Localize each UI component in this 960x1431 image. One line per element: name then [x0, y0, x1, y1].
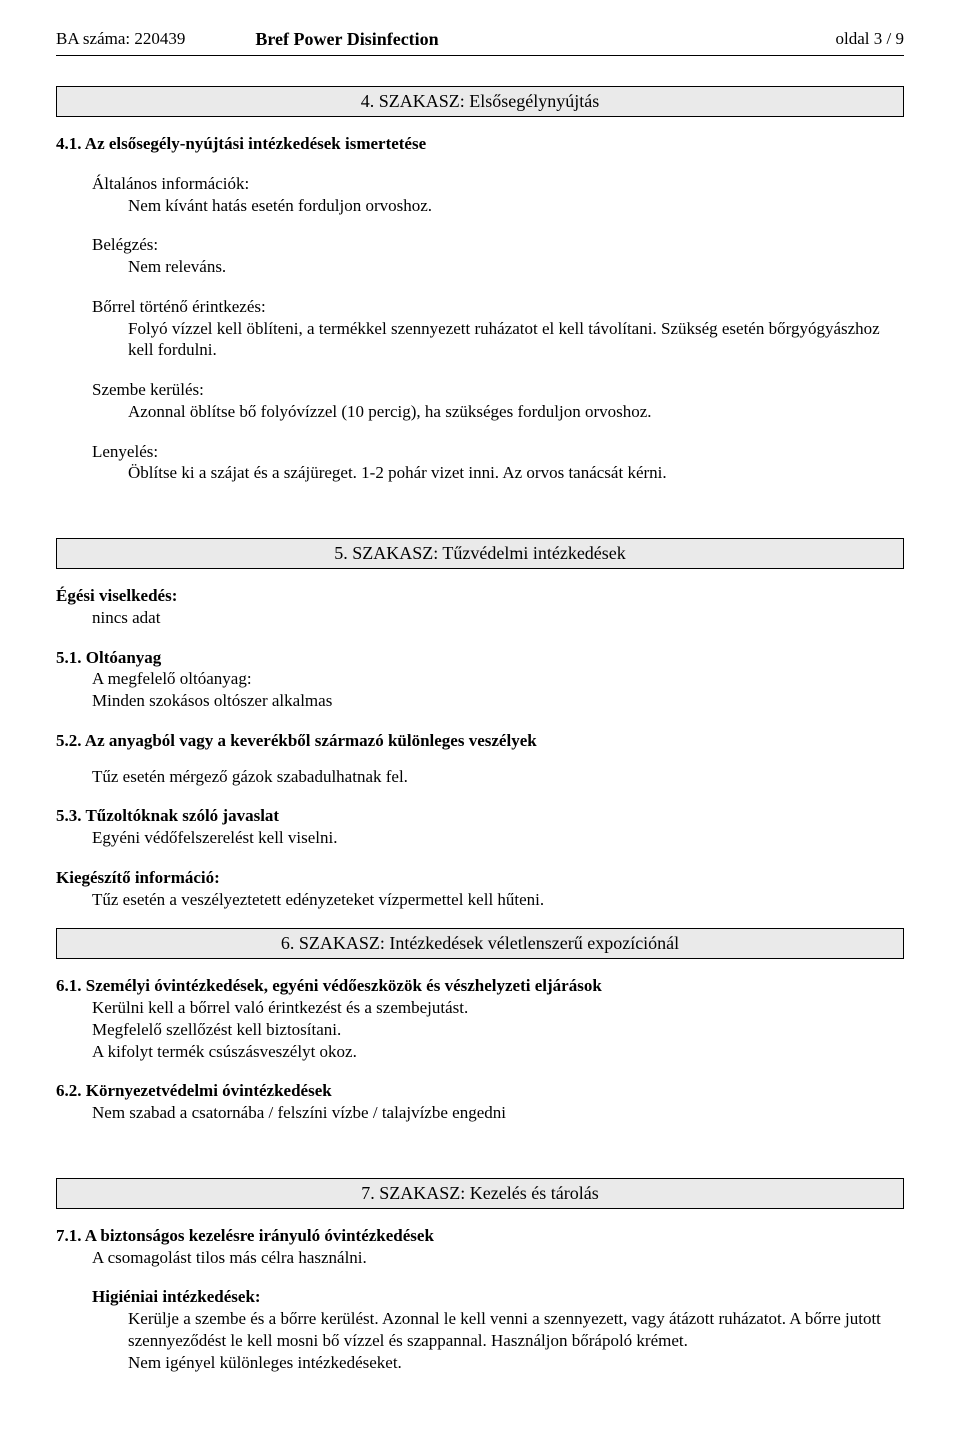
header-rule [56, 55, 904, 56]
heading-7-1: 7.1. A biztonságos kezelésre irányuló óv… [56, 1225, 904, 1247]
burn-behavior-label: Égési viselkedés: [56, 585, 904, 607]
section-6-title: 6. SZAKASZ: Intézkedések véletlenszerű e… [56, 928, 904, 959]
extinguish-sublabel: A megfelelő oltóanyag: [92, 668, 904, 690]
hygiene-label: Higiéniai intézkedések: [92, 1286, 904, 1308]
section-4-title: 4. SZAKASZ: Elsősegélynyújtás [56, 86, 904, 117]
heading-6-2: 6.2. Környezetvédelmi óvintézkedések [56, 1080, 904, 1102]
heading-6-1: 6.1. Személyi óvintézkedések, egyéni véd… [56, 975, 904, 997]
section-5-title: 5. SZAKASZ: Tűzvédelmi intézkedések [56, 538, 904, 569]
burn-behavior-text: nincs adat [92, 607, 904, 629]
section-5-2-text: Tűz esetén mérgező gázok szabadulhatnak … [92, 766, 904, 788]
heading-5-3: 5.3. Tűzoltóknak szóló javaslat [56, 805, 904, 827]
section-6-1-line3: A kifolyt termék csúszásveszélyt okoz. [92, 1041, 904, 1063]
extra-info-label: Kiegészítő információ: [56, 867, 904, 889]
eye-contact-label: Szembe kerülés: [92, 379, 904, 401]
inhalation-text: Nem releváns. [128, 256, 904, 278]
extinguish-text: Minden szokásos oltószer alkalmas [92, 690, 904, 712]
hygiene-line2: Nem igényel különleges intézkedéseket. [128, 1352, 904, 1374]
general-info-text: Nem kívánt hatás esetén forduljon orvosh… [128, 195, 904, 217]
inhalation-label: Belégzés: [92, 234, 904, 256]
page-indicator: oldal 3 / 9 [836, 28, 904, 50]
section-6-1-line1: Kerülni kell a bőrrel való érintkezést é… [92, 997, 904, 1019]
section-6-2-text: Nem szabad a csatornába / felszíni vízbe… [92, 1102, 904, 1124]
ingestion-label: Lenyelés: [92, 441, 904, 463]
extra-info-text: Tűz esetén a veszélyeztetett edényzeteke… [92, 889, 904, 911]
section-6-1-line2: Megfelelő szellőzést kell biztosítani. [92, 1019, 904, 1041]
product-title: Bref Power Disinfection [255, 28, 438, 51]
ingestion-text: Öblítse ki a szájat és a szájüreget. 1-2… [128, 462, 904, 484]
eye-contact-text: Azonnal öblítse bő folyóvízzel (10 perci… [128, 401, 904, 423]
section-7-1-text: A csomagolást tilos más célra használni. [92, 1247, 904, 1269]
skin-contact-text: Folyó vízzel kell öblíteni, a termékkel … [128, 318, 904, 362]
page-header: BA száma: 220439 Bref Power Disinfection… [56, 28, 904, 51]
ba-number: BA száma: 220439 [56, 28, 185, 51]
heading-5-1: 5.1. Oltóanyag [56, 647, 904, 669]
section-5-3-text: Egyéni védőfelszerelést kell viselni. [92, 827, 904, 849]
heading-4-1: 4.1. Az elsősegély-nyújtási intézkedések… [56, 133, 904, 155]
heading-5-2: 5.2. Az anyagból vagy a keverékből szárm… [56, 730, 904, 752]
skin-contact-label: Bőrrel történő érintkezés: [92, 296, 904, 318]
section-7-title: 7. SZAKASZ: Kezelés és tárolás [56, 1178, 904, 1209]
hygiene-line1: Kerülje a szembe és a bőrre kerülést. Az… [128, 1308, 904, 1352]
general-info-label: Általános információk: [92, 173, 904, 195]
